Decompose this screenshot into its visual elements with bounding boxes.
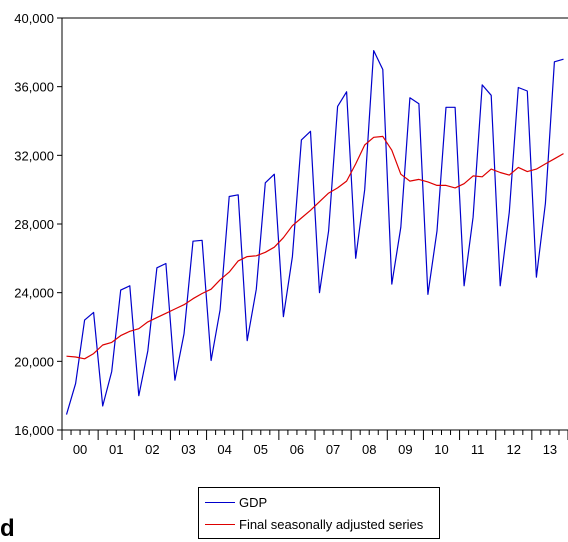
y-tick-label: 32,000: [14, 148, 54, 163]
legend-swatch-gdp: [205, 501, 235, 503]
y-tick-label: 28,000: [14, 217, 54, 232]
legend-item-gdp: GDP: [205, 492, 267, 512]
legend-swatch-sa: [205, 523, 235, 525]
x-tick-label: 03: [181, 442, 195, 457]
legend-label-gdp: GDP: [239, 494, 268, 510]
x-tick-label: 09: [398, 442, 412, 457]
legend-item-sa: Final seasonally adjusted series: [205, 514, 423, 534]
legend-label-sa: Final seasonally adjusted series: [239, 516, 424, 532]
x-tick-label: 07: [326, 442, 340, 457]
y-tick-label: 24,000: [14, 286, 54, 301]
y-tick-label: 36,000: [14, 80, 54, 95]
x-tick-label: 12: [507, 442, 521, 457]
x-tick-label: 13: [543, 442, 557, 457]
y-tick-label: 20,000: [14, 354, 54, 369]
x-tick-label: 05: [254, 442, 268, 457]
x-tick-label: 01: [109, 442, 123, 457]
series-line-seasonally-adjusted: [66, 135, 564, 360]
y-tick-label: 16,000: [14, 423, 54, 438]
y-tick-label: 40,000: [14, 11, 54, 26]
x-tick-label: 00: [73, 442, 87, 457]
x-tick-label: 10: [434, 442, 448, 457]
series-line-gdp: [65, 49, 564, 415]
x-tick-label: 02: [145, 442, 159, 457]
x-tick-label: 11: [471, 442, 485, 457]
cropped-text-fragment: d: [0, 515, 15, 542]
x-tick-label: 08: [362, 442, 376, 457]
x-tick-label: 04: [217, 442, 231, 457]
chart-legend: GDP Final seasonally adjusted series: [198, 487, 440, 539]
x-tick-label: 06: [290, 442, 304, 457]
